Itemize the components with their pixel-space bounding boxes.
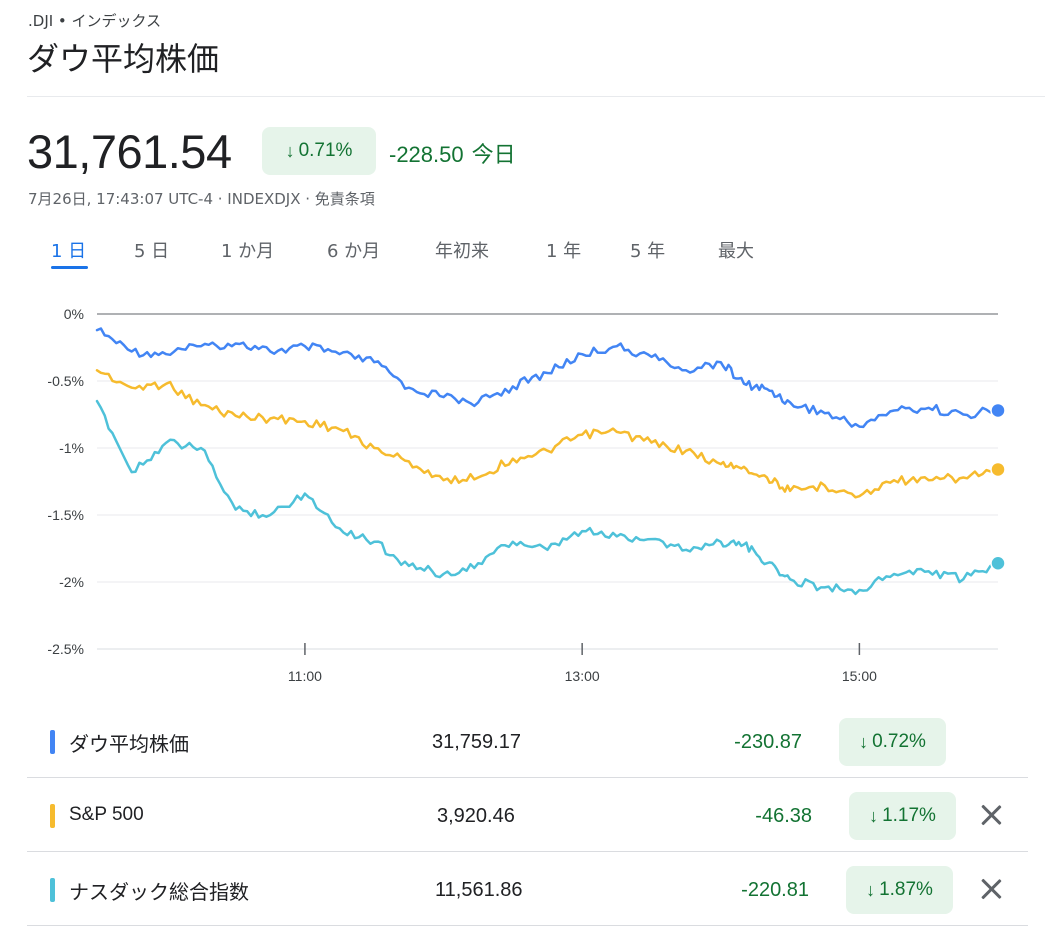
comparison-value: 31,759.17 bbox=[432, 731, 521, 753]
comparison-change: -46.38 bbox=[755, 805, 812, 827]
y-tick-label: 0% bbox=[64, 306, 84, 322]
series-line-1 bbox=[95, 327, 1000, 429]
arrow-down-icon: ↓ bbox=[866, 879, 876, 900]
arrow-down-icon: ↓ bbox=[869, 805, 879, 826]
current-price: 31,761.54 bbox=[27, 125, 232, 178]
comparison-percent-badge: ↓ 1.17% bbox=[849, 792, 956, 840]
point-change: -228.50 今日 bbox=[389, 137, 516, 169]
series-color-swatch bbox=[50, 804, 55, 828]
tab-1-year[interactable]: 1 年 bbox=[546, 241, 582, 262]
tab-6-month[interactable]: 6 か月 bbox=[327, 241, 381, 262]
series-end-marker-3 bbox=[990, 555, 1006, 571]
quote-meta: 7月26日, 17:43:07 UTC-4 · INDEXDJX · 免責条項 bbox=[28, 190, 375, 208]
comparison-percent-badge: ↓ 1.87% bbox=[846, 866, 953, 914]
comparison-percent: 1.17% bbox=[882, 805, 936, 826]
comparison-name: ダウ平均株価 bbox=[69, 732, 189, 756]
header-divider bbox=[27, 96, 1045, 97]
index-type-label: .DJI • インデックス bbox=[28, 12, 162, 30]
series-end-marker-1 bbox=[990, 402, 1006, 419]
active-tab-indicator bbox=[51, 266, 88, 269]
price-chart[interactable]: 0% -0.5% -1% -1.5% -2% -2.5% 11:00 13:00 15:00 bbox=[0, 296, 1045, 696]
comparison-value: 3,920.46 bbox=[437, 805, 515, 827]
series-end-marker-2 bbox=[990, 461, 1006, 478]
percent-change-badge: ↓ 0.71% bbox=[262, 127, 376, 175]
y-tick-label: -1.5% bbox=[47, 507, 84, 523]
percent-change-value: 0.71% bbox=[298, 140, 353, 161]
series-color-swatch bbox=[50, 878, 55, 902]
x-tick-label: 15:00 bbox=[842, 668, 877, 684]
x-tick-label: 13:00 bbox=[565, 668, 600, 684]
series-line-2 bbox=[95, 369, 1000, 499]
y-tick-label: -0.5% bbox=[47, 373, 84, 389]
comparison-percent-badge: ↓ 0.72% bbox=[839, 718, 946, 766]
point-change-value: -228.50 bbox=[389, 142, 464, 167]
arrow-down-icon: ↓ bbox=[285, 140, 295, 161]
comparison-name: S&P 500 bbox=[69, 804, 144, 825]
y-tick-label: -2.5% bbox=[47, 641, 84, 657]
comparison-change: -220.81 bbox=[741, 879, 809, 901]
x-tick-label: 11:00 bbox=[288, 668, 322, 684]
arrow-down-icon: ↓ bbox=[859, 731, 869, 752]
series-color-swatch bbox=[50, 730, 55, 754]
comparison-value: 11,561.86 bbox=[435, 879, 523, 901]
tab-max[interactable]: 最大 bbox=[718, 241, 754, 262]
comparison-row-sp500[interactable]: S&P 500 3,920.46 -46.38 ↓ 1.17% bbox=[27, 778, 1028, 852]
remove-comparison-icon[interactable] bbox=[978, 802, 1004, 828]
tab-5-year[interactable]: 5 年 bbox=[630, 241, 666, 262]
tab-ytd[interactable]: 年初来 bbox=[435, 241, 489, 262]
y-tick-label: -1% bbox=[59, 440, 84, 456]
tab-1-day[interactable]: 1 日 bbox=[51, 241, 87, 262]
comparison-percent: 1.87% bbox=[879, 879, 933, 900]
comparison-change: -230.87 bbox=[734, 731, 802, 753]
range-tabs: 1 日 5 日 1 か月 6 か月 年初来 1 年 5 年 最大 bbox=[0, 237, 800, 273]
comparison-row-nasdaq[interactable]: ナスダック総合指数 11,561.86 -220.81 ↓ 1.87% bbox=[27, 852, 1028, 926]
comparison-row-dow[interactable]: ダウ平均株価 31,759.17 -230.87 ↓ 0.72% bbox=[27, 704, 1028, 778]
tab-1-month[interactable]: 1 か月 bbox=[221, 241, 275, 262]
comparison-percent: 0.72% bbox=[872, 731, 926, 752]
period-label: 今日 bbox=[471, 142, 516, 167]
tab-5-day[interactable]: 5 日 bbox=[134, 241, 170, 262]
page-title: ダウ平均株価 bbox=[27, 40, 220, 78]
y-tick-label: -2% bbox=[59, 574, 84, 590]
series-line-3 bbox=[95, 399, 1000, 596]
remove-comparison-icon[interactable] bbox=[978, 876, 1004, 902]
comparison-name: ナスダック総合指数 bbox=[69, 880, 249, 904]
